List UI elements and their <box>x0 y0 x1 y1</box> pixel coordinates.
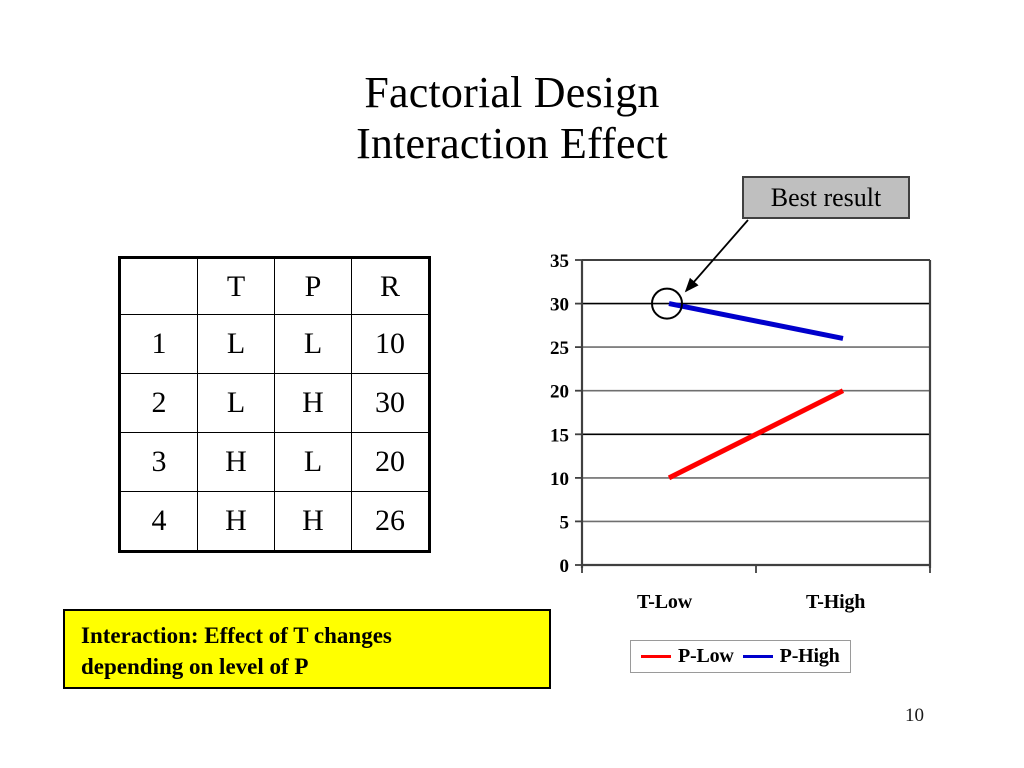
table-row: 1 L L 10 <box>119 314 430 374</box>
table-cell-p: H <box>274 373 352 433</box>
legend-label-p-high: P-High <box>779 645 840 667</box>
interaction-plot: 35 30 25 20 15 10 5 0 <box>520 160 990 690</box>
y-tick-label: 5 <box>560 512 570 533</box>
table-cell-run: 1 <box>119 314 198 374</box>
interaction-plot-svg: 35 30 25 20 15 10 5 0 <box>550 219 932 577</box>
table-cell-run: 2 <box>119 373 198 433</box>
table-cell-run: 4 <box>119 491 198 552</box>
table-row: 3 H L 20 <box>119 432 430 492</box>
x-axis-label-t-low: T-Low <box>637 591 692 613</box>
table-row: 2 L H 30 <box>119 373 430 433</box>
table-cell-run: 3 <box>119 432 198 492</box>
page-number: 10 <box>905 705 924 726</box>
series-line-p-high <box>668 301 844 341</box>
table-header-t: T <box>197 257 275 315</box>
table-header-r: R <box>351 257 430 315</box>
legend-item-p-low: P-Low <box>641 645 734 668</box>
x-axis-label-t-high: T-High <box>806 591 866 613</box>
best-result-callout: Best result <box>742 176 910 219</box>
y-tick-label: 25 <box>550 338 569 359</box>
table-cell-t: H <box>197 432 275 492</box>
table-cell-p: H <box>274 491 352 552</box>
legend-label-p-low: P-Low <box>678 645 734 667</box>
factorial-design-table: T P R 1 L L 10 2 L H 30 3 H L 20 4 H H 2… <box>118 256 431 553</box>
page-title: Factorial Design Interaction Effect <box>0 68 1024 169</box>
page-title-line-1: Factorial Design <box>364 68 660 117</box>
chart-legend: P-Low P-High <box>630 640 851 673</box>
table-cell-r: 26 <box>351 491 430 552</box>
table-header-p: P <box>274 257 352 315</box>
plot-background <box>582 260 930 565</box>
table-header-row: T P R <box>119 257 430 315</box>
x-axis-ticks <box>581 565 931 573</box>
y-axis-ticks <box>575 259 582 566</box>
legend-item-p-high: P-High <box>742 645 840 668</box>
page-title-line-2: Interaction Effect <box>356 118 668 168</box>
table-cell-p: L <box>274 314 352 374</box>
y-tick-label: 10 <box>550 469 569 490</box>
y-tick-label: 15 <box>550 425 569 446</box>
interaction-note-box: Interaction: Effect of T changes dependi… <box>63 609 551 689</box>
table-cell-r: 20 <box>351 432 430 492</box>
best-result-callout-label: Best result <box>770 182 882 212</box>
table-cell-r: 30 <box>351 373 430 433</box>
best-result-marker-circle <box>651 287 683 320</box>
interaction-note-line-2: depending on level of P <box>81 653 309 679</box>
table-cell-t: L <box>197 314 275 374</box>
y-tick-label: 20 <box>550 382 569 403</box>
y-axis-tick-labels: 35 30 25 20 15 10 5 0 <box>550 251 569 577</box>
y-tick-label: 30 <box>550 295 569 316</box>
table-cell-t: L <box>197 373 275 433</box>
table-cell-p: L <box>274 432 352 492</box>
legend-swatch-p-low <box>641 655 671 658</box>
series-line-p-low <box>667 388 845 481</box>
interaction-note-line-1: Interaction: Effect of T changes <box>81 623 392 648</box>
table-cell-t: H <box>197 491 275 552</box>
best-result-annotation-arrow <box>684 219 749 293</box>
table-header-blank <box>119 257 198 315</box>
table-row: 4 H H 26 <box>119 491 430 552</box>
table-cell-r: 10 <box>351 314 430 374</box>
y-tick-label: 0 <box>560 556 570 577</box>
legend-swatch-p-high <box>742 655 773 658</box>
y-tick-label: 35 <box>550 251 569 272</box>
